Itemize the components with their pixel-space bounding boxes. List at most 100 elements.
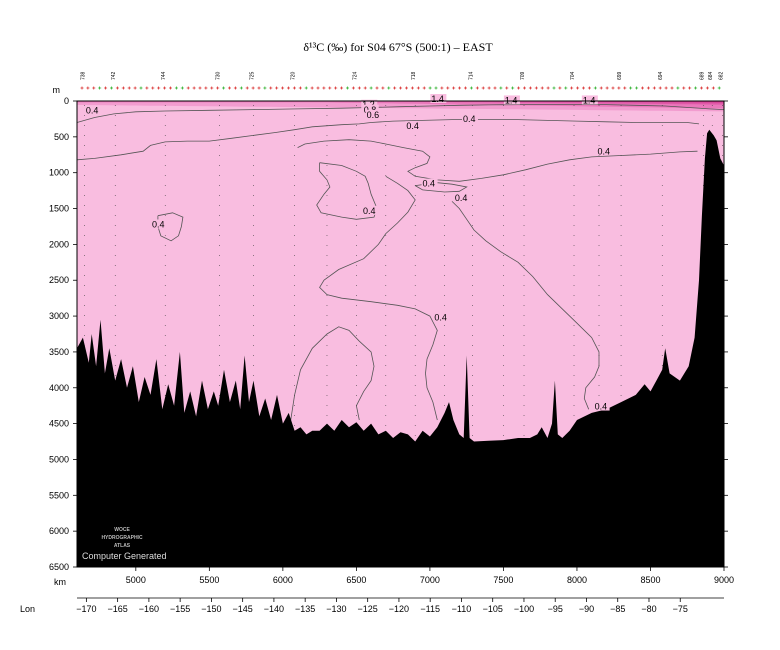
km-tick-label-7: 8500 — [640, 575, 660, 585]
contour-label-12: 0.4 — [455, 193, 468, 203]
contour-label-bg-1 — [84, 105, 101, 115]
lon-tick-label-4: −150 — [201, 604, 221, 614]
station-label-4: 730 — [216, 71, 222, 80]
km-tick-label-0: 5000 — [126, 575, 146, 585]
contour-label-bg-11 — [421, 178, 438, 188]
lon-tick-label-14: −100 — [514, 604, 534, 614]
lon-tick-label-3: −155 — [170, 604, 190, 614]
lon-tick-label-11: −115 — [420, 604, 440, 614]
contour-label-11: 0.4 — [423, 179, 436, 189]
contour-label-10: 0.4 — [598, 146, 611, 156]
depth-tick-label-13: 6500 — [49, 562, 69, 572]
contour-label-bg-12 — [453, 192, 470, 202]
contour-line-5 — [414, 182, 468, 193]
station-label-2: 742 — [111, 71, 117, 80]
contour-label-5: 1.2 — [362, 100, 375, 110]
depth-tick-label-2: 1000 — [49, 168, 69, 178]
contour-line-8 — [451, 201, 600, 410]
lon-tick-label-9: −125 — [358, 604, 378, 614]
station-label-16: 682 — [719, 71, 725, 80]
km-tick-label-8: 9000 — [714, 575, 734, 585]
km-tick-label-4: 7000 — [420, 575, 440, 585]
lon-tick-label-12: −110 — [452, 604, 472, 614]
contour-line-3 — [297, 139, 698, 182]
contour-label-15: 0.4 — [434, 313, 447, 323]
lon-tick-label-19: −75 — [673, 604, 688, 614]
lon-tick-label-7: −135 — [295, 604, 315, 614]
lon-tick-label-16: −90 — [579, 604, 594, 614]
lon-tick-label-13: −105 — [483, 604, 503, 614]
contour-line-1 — [76, 119, 700, 161]
depth-axis: 0 500 1000 1500 2000 2500 3000 3500 4000 4500 5000… — [49, 96, 728, 572]
station-label-11: 704 — [570, 71, 576, 80]
lon-tick-label-6: −140 — [264, 604, 284, 614]
seafloor-bathymetry — [77, 129, 724, 567]
depth-unit-label: m — [53, 85, 61, 95]
lon-axis-label: Lon — [20, 604, 35, 614]
lon-tick-label-17: −85 — [610, 604, 625, 614]
logo-line-1: WOCE — [114, 527, 130, 533]
km-tick-label-2: 6000 — [273, 575, 293, 585]
depth-tick-label-8: 4000 — [49, 383, 69, 393]
station-label-14: 689 — [699, 71, 705, 80]
contour-label-bg-8 — [405, 121, 422, 131]
station-label-1: 738 — [80, 71, 86, 80]
depth-tick-label-6: 3000 — [49, 311, 69, 321]
contour-label-3: 1.4 — [505, 95, 518, 105]
contour-label-bg-9 — [461, 114, 478, 124]
contour-label-8: 0.4 — [406, 121, 419, 131]
contour-label-bg-3 — [503, 95, 520, 105]
station-label-15: 684 — [708, 71, 714, 80]
contour-label-6: 0.8 — [364, 105, 377, 115]
contour-label-13: 0.4 — [363, 206, 376, 216]
lon-tick-label-2: −160 — [139, 604, 159, 614]
contour-label-bg-4 — [581, 95, 598, 105]
surface-band-3 — [77, 101, 724, 105]
station-label-3: 744 — [161, 71, 167, 80]
depth-tick-label-7: 3500 — [49, 347, 69, 357]
station-ticks — [80, 86, 721, 90]
km-unit-label: km — [54, 577, 66, 587]
contour-label-7: 0.6 — [367, 110, 380, 120]
contour-label-bg-16 — [593, 401, 610, 411]
lon-tick-label-0: −170 — [76, 604, 96, 614]
contour-label-14: 0.4 — [152, 219, 165, 229]
logo-line-2: HYDROGRAPHIC — [101, 535, 143, 541]
contour-label-9: 0.4 — [463, 114, 476, 124]
depth-tick-label-1: 500 — [54, 132, 69, 142]
contour-label-1: 0.4 — [86, 105, 99, 115]
lon-tick-label-5: −145 — [233, 604, 253, 614]
contour-label-bg-10 — [596, 146, 613, 156]
depth-tick-label-9: 4500 — [49, 419, 69, 429]
woce-logo: WOCE HYDROGRAPHIC ATLAS Computer Generat… — [82, 527, 167, 561]
contour-line-9 — [289, 326, 375, 424]
contour-label-bg-6 — [362, 104, 379, 114]
contour-line-7 — [319, 175, 438, 421]
station-label-9: 714 — [469, 71, 475, 80]
contour-label-4: 1.4 — [583, 95, 596, 105]
contour-line-2 — [76, 104, 725, 123]
contour-line-4 — [316, 162, 378, 220]
station-label-7: 724 — [352, 71, 358, 80]
contour-label-bg-14 — [150, 219, 167, 229]
contour-label-2: 1.4 — [431, 94, 444, 104]
depth-tick-label-11: 5500 — [49, 490, 69, 500]
contour-line-6 — [157, 212, 184, 242]
logo-line-3: ATLAS — [114, 543, 131, 549]
depth-tick-label-5: 2500 — [49, 275, 69, 285]
contour-label-bg-2 — [430, 94, 447, 103]
contour-label-bg-7 — [365, 109, 382, 119]
plot-area: 0.4 1.4 1.4 1.4 1.20.80.6 0.4 0.4 0.4 0.4 0.4 0.4 0… — [76, 94, 725, 568]
computer-generated-note: Computer Generated — [82, 551, 167, 561]
chart-title: δ¹³C (‰) for S04 67°S (500:1) – EAST — [303, 40, 493, 54]
contour-label-bg-13 — [362, 205, 379, 215]
station-label-12: 699 — [617, 71, 623, 80]
plot-frame — [76, 100, 725, 568]
station-label-6: 720 — [291, 71, 297, 80]
contour-label-bg-5 — [361, 99, 378, 109]
km-tick-label-1: 5500 — [199, 575, 219, 585]
km-axis: 5000 5500 6000 6500 7000 7500 8000 8500 9000 — [126, 567, 734, 585]
depth-tick-label-0: 0 — [64, 96, 69, 106]
lon-tick-label-8: −130 — [326, 604, 346, 614]
